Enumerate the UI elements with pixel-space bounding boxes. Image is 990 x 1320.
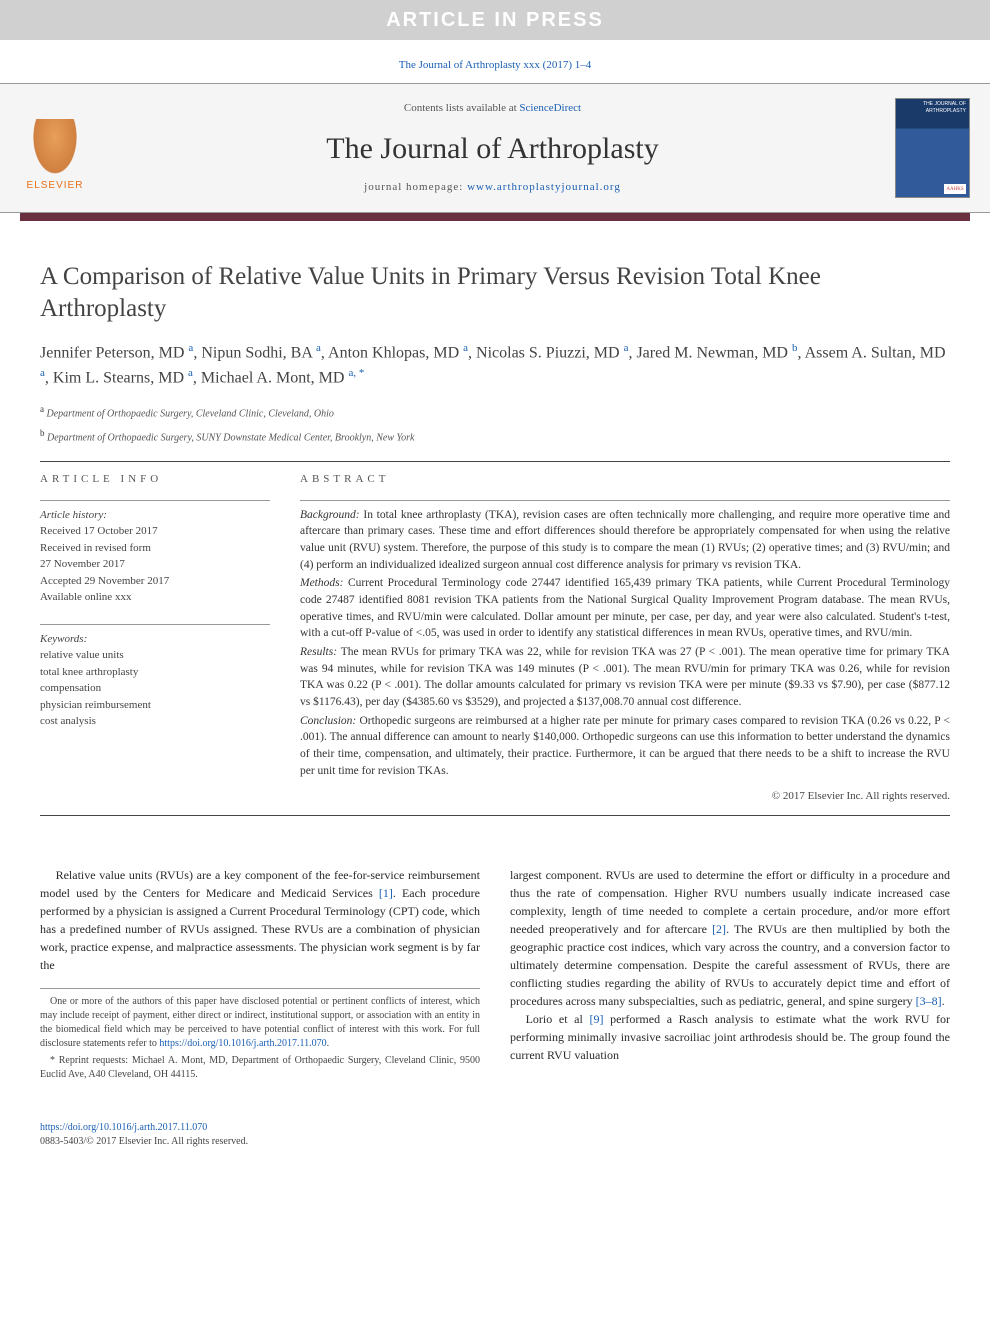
header-center: Contents lists available at ScienceDirec… — [90, 101, 895, 196]
body-left-column: Relative value units (RVUs) are a key co… — [40, 866, 480, 1085]
abstract-section: Background: In total knee arthroplasty (… — [300, 507, 950, 574]
abstract-section: Results: The mean RVUs for primary TKA w… — [300, 644, 950, 711]
affiliation: a Department of Orthopaedic Surgery, Cle… — [40, 403, 950, 427]
history-line: 27 November 2017 — [40, 556, 270, 573]
citation-link[interactable]: [3–8] — [916, 994, 942, 1008]
rule-top — [40, 461, 950, 462]
citation-link[interactable]: [9] — [589, 1012, 603, 1026]
cover-title: THE JOURNAL OF ARTHROPLASTY — [896, 99, 969, 117]
homepage-link[interactable]: www.arthroplastyjournal.org — [467, 181, 621, 193]
journal-header: ELSEVIER Contents lists available at Sci… — [0, 83, 990, 213]
body-paragraph: Lorio et al [9] performed a Rasch analys… — [510, 1010, 950, 1064]
keyword: total knee arthroplasty — [40, 664, 270, 681]
conflict-footnote: One or more of the authors of this paper… — [40, 995, 480, 1051]
keyword: physician reimbursement — [40, 697, 270, 714]
abstract-column: abstract Background: In total knee arthr… — [300, 472, 950, 805]
footnotes: One or more of the authors of this paper… — [40, 988, 480, 1082]
doi-link[interactable]: https://doi.org/10.1016/j.arth.2017.11.0… — [40, 1122, 207, 1133]
affiliation: b Department of Orthopaedic Surgery, SUN… — [40, 427, 950, 451]
article-title: A Comparison of Relative Value Units in … — [40, 241, 950, 340]
info-rule-2 — [40, 624, 270, 625]
info-rule-1 — [40, 500, 270, 501]
rule-bottom — [40, 815, 950, 816]
keywords-block: Keywords: relative value unitstotal knee… — [40, 631, 270, 742]
info-abstract-row: article info Article history: Received 1… — [40, 472, 950, 805]
abstract-copyright: © 2017 Elsevier Inc. All rights reserved… — [300, 781, 950, 804]
body-paragraph: Relative value units (RVUs) are a key co… — [40, 866, 480, 974]
article-info-label: article info — [40, 472, 270, 493]
keywords-heading: Keywords: — [40, 631, 270, 648]
publisher-name: ELSEVIER — [27, 179, 84, 193]
body-right-column: largest component. RVUs are used to dete… — [510, 866, 950, 1085]
abstract-section: Methods: Current Procedural Terminology … — [300, 575, 950, 642]
abstract-label: abstract — [300, 472, 950, 493]
abstract-rule — [300, 500, 950, 501]
history-line: Accepted 29 November 2017 — [40, 573, 270, 590]
history-line: Received 17 October 2017 — [40, 523, 270, 540]
cover-society-badge: AAHKS — [944, 184, 966, 194]
body-paragraph: largest component. RVUs are used to dete… — [510, 866, 950, 1010]
sciencedirect-link[interactable]: ScienceDirect — [519, 102, 581, 114]
affiliation-list: a Department of Orthopaedic Surgery, Cle… — [40, 403, 950, 452]
article-info-column: article info Article history: Received 1… — [40, 472, 270, 805]
citation-link[interactable]: [1] — [379, 886, 393, 900]
publisher-logo: ELSEVIER — [20, 103, 90, 193]
keyword: compensation — [40, 680, 270, 697]
history-line: Received in revised form — [40, 540, 270, 557]
history-heading: Article history: — [40, 507, 270, 524]
abstract-text: Background: In total knee arthroplasty (… — [300, 507, 950, 780]
journal-name: The Journal of Arthroplasty — [90, 122, 895, 180]
contents-line: Contents lists available at ScienceDirec… — [90, 101, 895, 122]
reprint-footnote: * Reprint requests: Michael A. Mont, MD,… — [40, 1054, 480, 1082]
reprint-label: * Reprint requests: — [50, 1055, 128, 1066]
keyword: relative value units — [40, 647, 270, 664]
journal-cover-thumbnail: THE JOURNAL OF ARTHROPLASTY AAHKS — [895, 98, 970, 198]
abstract-section: Conclusion: Orthopedic surgeons are reim… — [300, 713, 950, 780]
conflict-doi-link[interactable]: https://doi.org/10.1016/j.arth.2017.11.0… — [159, 1038, 326, 1049]
accent-bar — [20, 213, 970, 221]
citation-link[interactable]: [2] — [712, 922, 726, 936]
keyword: cost analysis — [40, 713, 270, 730]
banner-text: ARTICLE IN PRESS — [386, 9, 604, 31]
homepage-line: journal homepage: www.arthroplastyjourna… — [90, 180, 895, 195]
history-line: Available online xxx — [40, 589, 270, 606]
page-footer: https://doi.org/10.1016/j.arth.2017.11.0… — [0, 1105, 990, 1159]
issn-copyright: 0883-5403/© 2017 Elsevier Inc. All right… — [40, 1136, 248, 1147]
author-list: Jennifer Peterson, MD a, Nipun Sodhi, BA… — [40, 340, 950, 403]
body-columns: Relative value units (RVUs) are a key co… — [40, 826, 950, 1085]
elsevier-tree-icon — [30, 119, 80, 179]
article-history: Article history: Received 17 October 201… — [40, 507, 270, 618]
citation-line: The Journal of Arthroplasty xxx (2017) 1… — [0, 40, 990, 83]
in-press-banner: ARTICLE IN PRESS — [0, 0, 990, 40]
